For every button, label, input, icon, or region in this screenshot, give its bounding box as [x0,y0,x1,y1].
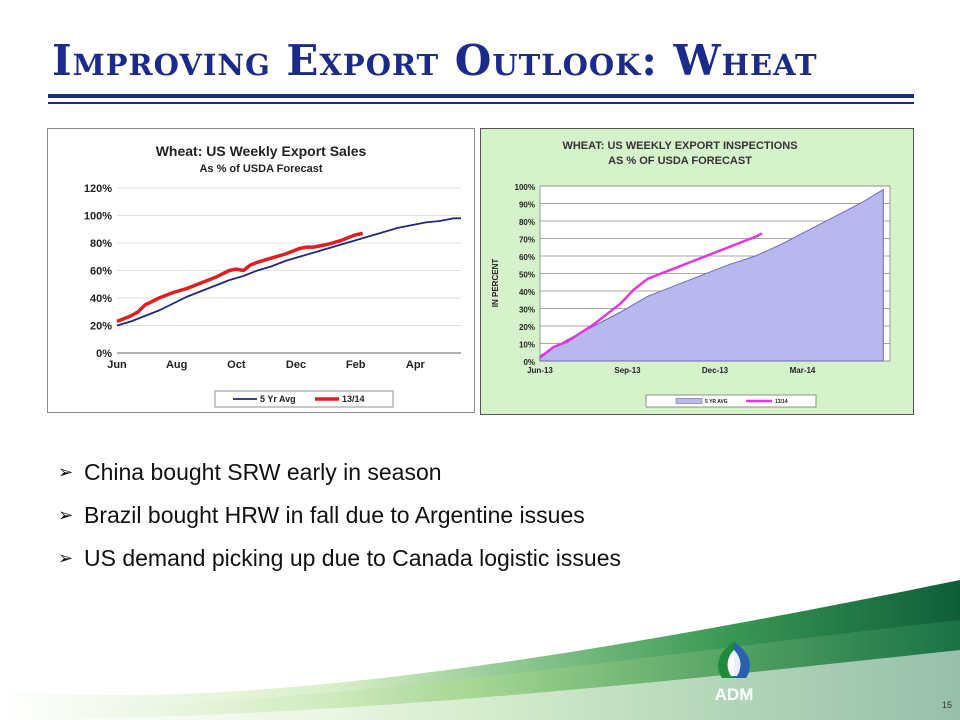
adm-logo: ADM [715,642,754,704]
bullet-item: ➢ China bought SRW early in season [58,452,621,492]
chart-series [116,217,461,327]
chart-legend: 5 Yr Avg 13/14 [214,390,394,408]
export-sales-chart: Wheat: US Weekly Export Sales As % of US… [47,128,475,413]
y-tick-label: 90% [519,201,535,210]
x-tick-label: Feb [346,359,366,371]
legend-box [645,394,817,408]
y-axis-tick-labels: 0% 20% 40% 60% 80% 100% 120% [84,183,112,360]
arrow-bullet-icon: ➢ [58,504,74,525]
x-tick-label: Apr [406,359,426,371]
x-tick-label: Dec-13 [702,366,729,375]
title-rule-thick [48,94,914,98]
bullet-text: US demand picking up due to Canada logis… [84,544,621,571]
y-tick-label: 80% [519,218,535,227]
y-tick-label: 120% [84,183,112,195]
x-tick-label: Sep-13 [614,366,641,375]
y-tick-label: 100% [84,211,112,223]
chart-subtitle: AS % OF USDA FORECAST [608,155,752,167]
y-tick-label: 20% [519,323,535,332]
legend-swatch [675,398,703,404]
title-rule-thin [48,102,914,104]
page-title: Improving Export Outlook: Wheat [52,36,818,85]
y-tick-label: 80% [90,238,112,250]
bullet-text: Brazil bought HRW in fall due to Argenti… [84,501,585,528]
bullet-list: ➢ China bought SRW early in season ➢ Brazi… [58,452,621,581]
arrow-bullet-icon: ➢ [58,461,74,482]
series-line [116,217,461,327]
y-tick-label: 40% [519,288,535,297]
y-tick-label: 0% [96,348,112,360]
legend-label: 5 YR AVG [705,399,728,405]
chart-title: Wheat: US Weekly Export Sales [156,143,367,159]
export-inspections-chart: WHEAT: US WEEKLY EXPORT INSPECTIONS AS %… [480,128,914,415]
y-tick-label: 0% [523,358,535,367]
chart-subtitle: As % of USDA Forecast [199,163,322,175]
y-tick-label: 30% [519,306,535,315]
chart-title: WHEAT: US WEEKLY EXPORT INSPECTIONS [562,140,797,152]
series-line [116,231,364,324]
legend-label: 13/14 [342,394,365,404]
y-tick-label: 60% [519,253,535,262]
chart-gridlines [117,187,461,354]
y-tick-label: 50% [519,271,535,280]
x-tick-label: Oct [227,359,246,371]
bullet-text: China bought SRW early in season [84,458,442,485]
x-tick-label: Dec [286,359,306,371]
y-tick-label: 20% [90,321,112,333]
x-tick-label: Aug [166,359,187,371]
logo-text: ADM [715,685,754,704]
bullet-item: ➢ Brazil bought HRW in fall due to Argent… [58,495,621,535]
x-tick-label: Mar-14 [790,366,816,375]
y-tick-label: 10% [519,341,535,350]
legend-label: 5 Yr Avg [260,394,296,404]
x-axis-tick-labels: Jun-13 Sep-13 Dec-13 Mar-14 [527,366,816,375]
legend-label: 13/14 [775,399,788,405]
y-axis-tick-labels: 0% 10% 20% 30% 40% 50% 60% 70% 80% 90% 100% [515,183,535,367]
x-axis-tick-labels: Jun Aug Oct Dec Feb Apr [107,359,425,371]
chart-series [539,188,884,362]
y-tick-label: 70% [519,236,535,245]
page-number: 15 [942,700,953,710]
y-tick-label: 60% [90,266,112,278]
decorative-green-swoosh [0,580,960,720]
series-line [539,232,763,359]
y-tick-label: 100% [515,183,535,192]
y-tick-label: 40% [90,293,112,305]
arrow-bullet-icon: ➢ [58,547,74,568]
bullet-item: ➢ US demand picking up due to Canada logi… [58,538,621,578]
x-tick-label: Jun [107,359,127,371]
y-axis-label: IN PERCENT [491,259,500,308]
chart-legend: 5 YR AVG 13/14 [645,394,817,408]
x-tick-label: Jun-13 [527,366,553,375]
legend-box [214,390,394,408]
